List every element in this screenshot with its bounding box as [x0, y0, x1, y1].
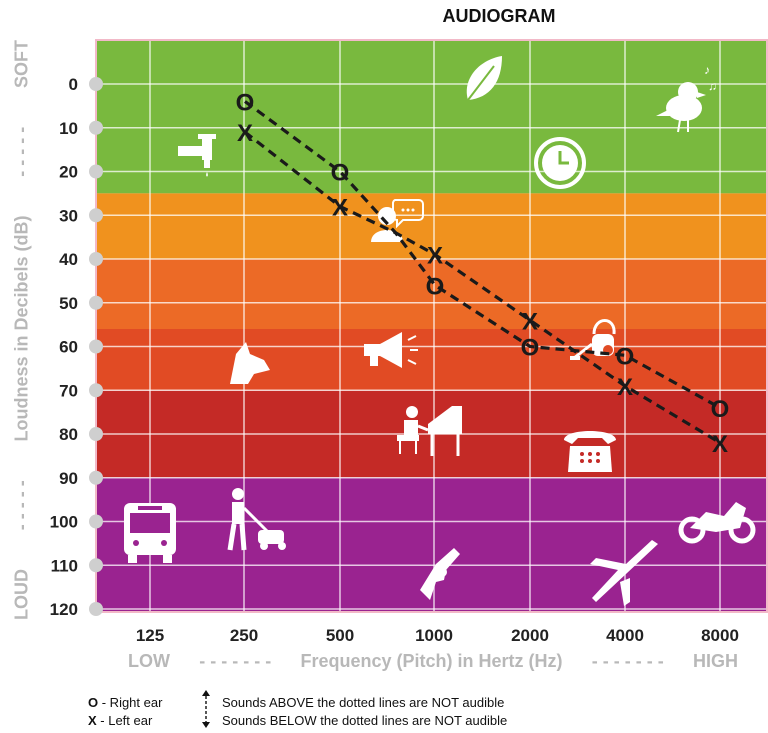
x-tick-label: 8000	[701, 626, 739, 645]
left-ear-marker: X	[522, 308, 538, 335]
chart-title: AUDIOGRAM	[442, 6, 556, 26]
x-axis-dashes: - - - - - - -	[199, 651, 272, 671]
motorcycle-icon	[678, 502, 756, 544]
dog-icon	[230, 342, 270, 384]
y-axis-loud: LOUD	[11, 569, 32, 620]
right-ear-marker: O	[331, 160, 350, 187]
x-tick-label: 2000	[511, 626, 549, 645]
y-tick-dot	[89, 120, 103, 135]
x-tick-label: 1000	[415, 626, 453, 645]
legend-left-ear: X - Left ear	[88, 713, 153, 728]
y-tick-label: 50	[59, 294, 78, 313]
left-ear-marker: X	[712, 431, 728, 458]
bus-icon	[124, 503, 176, 563]
y-axis-label-area: LOUD - - - - - Loudness in Decibels (dB)…	[2, 40, 42, 620]
x-axis-label-area: LOW - - - - - - - Frequency (Pitch) in H…	[128, 651, 738, 672]
legend: O - Right ear X - Left ear	[88, 694, 162, 730]
y-tick-dot	[89, 514, 103, 529]
y-tick-label: 60	[59, 338, 78, 357]
band-2	[96, 259, 768, 329]
note-above: Sounds ABOVE the dotted lines are NOT au…	[222, 695, 505, 710]
y-tick-dot	[89, 558, 103, 573]
plot-border	[95, 39, 768, 613]
svg-text:♪: ♪	[704, 63, 710, 77]
right-ear-marker: O	[521, 335, 540, 362]
megaphone-icon	[364, 332, 418, 368]
x-axis-low: LOW	[128, 651, 170, 671]
legend-right-ear: O - Right ear	[88, 695, 163, 710]
left-ear-line	[244, 130, 721, 445]
right-ear-marker: O	[236, 90, 255, 117]
loudness-bands	[96, 40, 768, 612]
y-tick-dot	[89, 77, 103, 91]
clock-icon	[534, 137, 586, 189]
faucet-icon	[178, 134, 216, 177]
left-ear-marker: X	[427, 243, 443, 270]
y-tick-label: 10	[59, 119, 78, 138]
y-tick-label: 40	[59, 250, 78, 269]
piano-player-icon	[397, 406, 462, 456]
left-ear-marker: X	[617, 374, 633, 401]
y-tick-label: 120	[50, 600, 78, 619]
left-ear-marker: X	[332, 195, 348, 222]
x-tick-label: 500	[326, 626, 354, 645]
bird-icon: ♪ ♫	[656, 63, 717, 133]
x-axis-label: Frequency (Pitch) in Hertz (Hz)	[300, 651, 563, 671]
x-tick-label: 250	[230, 626, 258, 645]
audibility-notes: Sounds ABOVE the dotted lines are NOT au…	[222, 694, 507, 730]
svg-text:♫: ♫	[708, 79, 717, 93]
band-3	[96, 329, 768, 391]
y-tick-labels: 0 10 20 30 40 50 60 70 80 90 100 110 120	[50, 75, 103, 619]
y-tick-dot	[89, 383, 103, 398]
x-axis-high: HIGH	[692, 651, 738, 671]
y-tick-dot	[89, 470, 103, 485]
y-axis-soft: SOFT	[11, 40, 32, 88]
band-0	[96, 40, 768, 194]
y-tick-label: 0	[69, 75, 78, 94]
y-tick-label: 20	[59, 163, 78, 182]
note-below: Sounds BELOW the dotted lines are NOT au…	[222, 713, 508, 728]
x-tick-labels: 125 250 500 1000 2000 4000 8000	[136, 626, 739, 645]
x-tick-label: 125	[136, 626, 164, 645]
y-axis-dashes: - - - - -	[11, 480, 32, 531]
airplane-icon	[590, 540, 658, 606]
lawnmower-icon	[227, 488, 286, 551]
band-1	[96, 193, 768, 259]
right-ear-marker: O	[711, 396, 730, 423]
right-ear-marker: O	[426, 273, 445, 300]
sound-icons: ♪ ♫	[124, 56, 756, 606]
gun-icon	[420, 548, 460, 600]
telephone-icon	[564, 431, 616, 472]
x-axis-dashes: - - - - - - -	[591, 651, 664, 671]
hearing-threshold-lines	[244, 100, 721, 445]
y-tick-dot	[89, 427, 103, 441]
grid-lines	[95, 39, 768, 613]
y-axis-dashes: - - - - -	[11, 126, 32, 177]
y-tick-label: 70	[59, 381, 78, 400]
leaf-icon	[466, 56, 502, 101]
y-tick-dot	[89, 164, 103, 179]
y-tick-label: 30	[59, 206, 78, 225]
y-tick-dot	[89, 339, 103, 354]
y-tick-dot	[89, 602, 103, 616]
y-tick-label: 100	[50, 513, 78, 532]
up-down-arrow-icon	[202, 690, 210, 728]
right-ear-marker: O	[616, 343, 635, 370]
y-tick-label: 90	[59, 469, 78, 488]
y-tick-label: 80	[59, 425, 78, 444]
y-tick-dot	[89, 252, 103, 266]
y-tick-label: 110	[51, 556, 78, 575]
left-ear-marker: X	[237, 120, 253, 147]
y-axis-label: Loudness in Decibels (dB)	[11, 215, 32, 442]
y-tick-dot	[89, 295, 103, 310]
x-tick-label: 4000	[606, 626, 644, 645]
y-tick-dot	[89, 208, 103, 223]
